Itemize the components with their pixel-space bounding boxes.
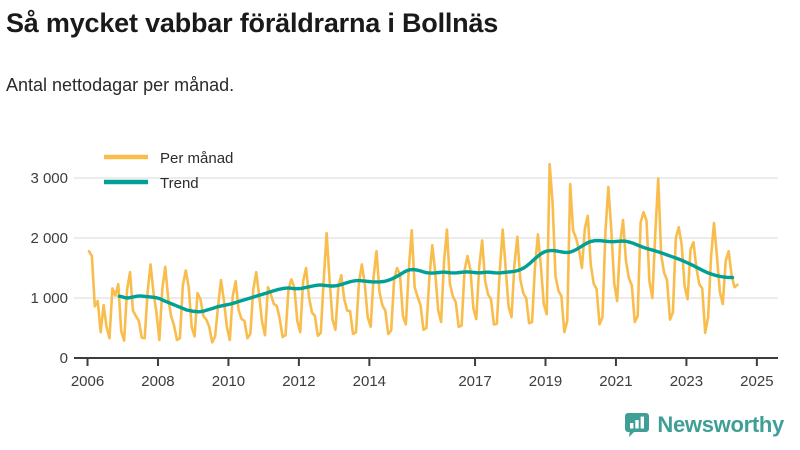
- x-axis-tick-label: 2014: [353, 373, 386, 390]
- y-axis-tick-label: 2 000: [30, 230, 68, 247]
- x-axis-tick-label: 2025: [740, 373, 773, 390]
- x-axis-tick-label: 2017: [458, 373, 491, 390]
- y-axis-tick-label: 1 000: [30, 290, 68, 307]
- x-axis-tick-label: 2021: [599, 373, 632, 390]
- x-axis-tick-label: 2008: [141, 373, 174, 390]
- newsworthy-logo: Newsworthy: [624, 412, 784, 438]
- bar-chart-bubble-icon: [624, 412, 650, 438]
- x-axis-tick-label: 2023: [670, 373, 703, 390]
- x-axis-tick-label: 2010: [212, 373, 245, 390]
- series-line-monthly: [87, 162, 739, 344]
- y-axis-tick-label: 3 000: [30, 170, 68, 187]
- x-axis-tick-label: 2006: [71, 373, 104, 390]
- legend-label-trend: Trend: [160, 175, 199, 192]
- y-axis-tick-label: 0: [60, 350, 68, 367]
- page-title: Så mycket vabbar föräldrarna i Bollnäs: [6, 8, 499, 38]
- x-axis-tick-label: 2019: [529, 373, 562, 390]
- series-line-trend: [117, 238, 735, 314]
- x-axis-tick-label: 2012: [282, 373, 315, 390]
- chart-subtitle: Antal nettodagar per månad.: [6, 75, 235, 95]
- legend-label-monthly: Per månad: [160, 150, 233, 167]
- brand-name: Newsworthy: [657, 412, 784, 437]
